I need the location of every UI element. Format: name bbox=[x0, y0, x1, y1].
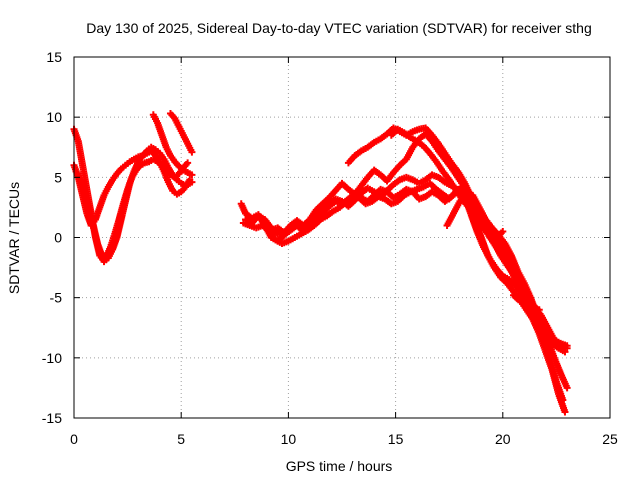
y-tick-label: -10 bbox=[42, 350, 62, 366]
series-track-d bbox=[149, 111, 196, 179]
data-point bbox=[559, 396, 567, 404]
grid bbox=[74, 57, 610, 418]
data-point bbox=[499, 227, 507, 235]
data-point bbox=[188, 171, 196, 179]
x-tick-label: 0 bbox=[70, 431, 78, 447]
data-point bbox=[563, 342, 571, 350]
y-tick-label: 10 bbox=[46, 109, 62, 125]
y-axis-ticks: -15 -10 -5 0 5 10 15 bbox=[42, 49, 610, 426]
x-axis-label: GPS time / hours bbox=[286, 458, 393, 474]
data-point bbox=[561, 408, 569, 416]
series-track-m bbox=[510, 291, 543, 314]
series-track-e bbox=[166, 110, 196, 156]
data-point bbox=[188, 148, 196, 156]
series-track-c bbox=[72, 155, 192, 261]
data-point bbox=[535, 306, 543, 314]
x-tick-label: 25 bbox=[602, 431, 618, 447]
x-axis-ticks: 0 5 10 15 20 25 bbox=[70, 57, 618, 447]
y-axis-label: SDTVAR / TECUs bbox=[6, 182, 22, 294]
data-point bbox=[184, 159, 192, 167]
x-tick-label: 5 bbox=[177, 431, 185, 447]
data-point bbox=[563, 384, 571, 392]
series-track-l bbox=[443, 188, 567, 404]
y-tick-label: 0 bbox=[54, 230, 62, 246]
y-tick-label: -5 bbox=[50, 290, 63, 306]
data-points bbox=[70, 110, 571, 416]
data-point bbox=[186, 176, 194, 184]
x-tick-label: 10 bbox=[281, 431, 297, 447]
chart-title: Day 130 of 2025, Sidereal Day-to-day VTE… bbox=[86, 20, 592, 36]
y-tick-label: -15 bbox=[42, 410, 62, 426]
y-tick-label: 5 bbox=[54, 169, 62, 185]
y-tick-label: 15 bbox=[46, 49, 62, 65]
data-point bbox=[561, 348, 569, 356]
x-tick-label: 15 bbox=[388, 431, 404, 447]
x-tick-label: 20 bbox=[495, 431, 511, 447]
